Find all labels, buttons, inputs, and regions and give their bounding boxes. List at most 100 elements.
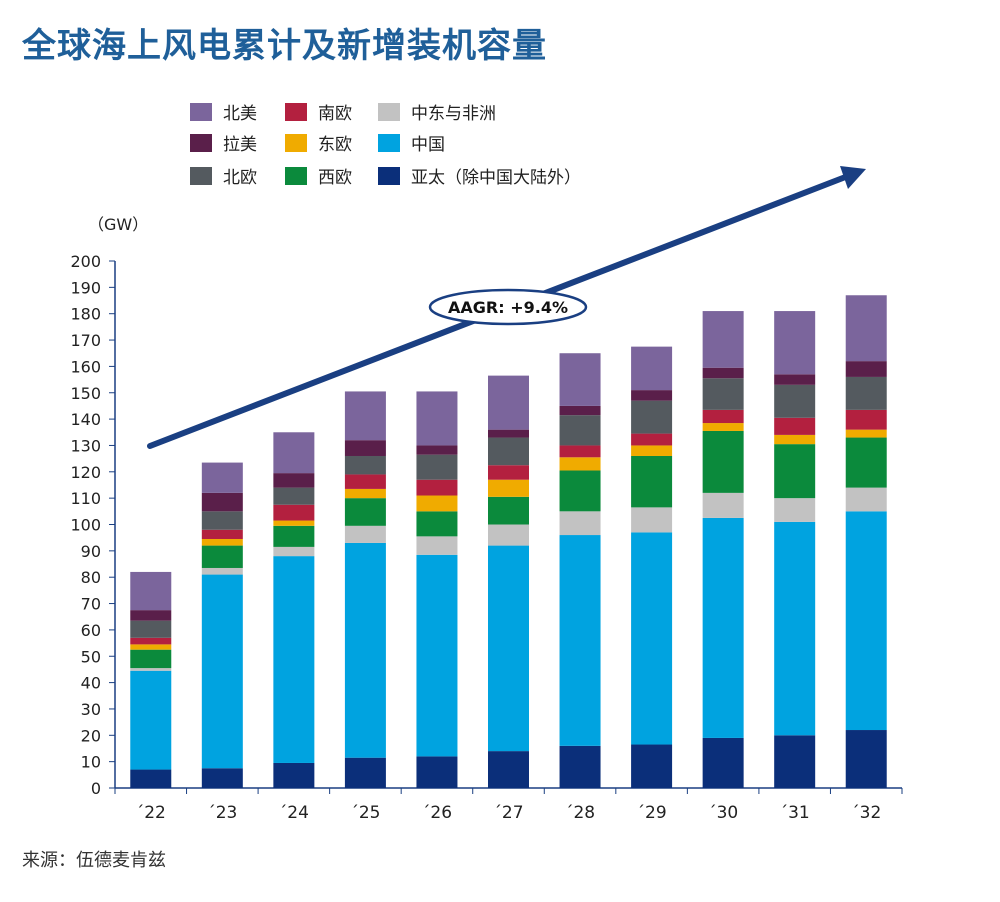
bar-segment	[559, 511, 601, 536]
bar-segment	[344, 391, 386, 441]
bar-segment	[130, 644, 172, 650]
y-tick-label: 10	[81, 753, 101, 772]
y-tick-label: 170	[70, 331, 101, 350]
bar-segment	[774, 434, 816, 445]
bar-segment	[559, 405, 601, 416]
bar-segment	[702, 311, 744, 368]
legend-swatch	[378, 167, 400, 185]
bar-segment	[273, 762, 315, 788]
y-tick-label: 150	[70, 384, 101, 403]
bar-segment	[273, 556, 315, 763]
bar-segment	[416, 454, 458, 480]
bar-segment	[273, 520, 315, 526]
bar-segment	[344, 488, 386, 499]
bar-segment	[845, 730, 887, 788]
y-tick-label: 60	[81, 621, 101, 640]
bar-segment	[702, 737, 744, 788]
bar-segment	[702, 423, 744, 431]
bar-segment	[845, 429, 887, 438]
y-tick-label: 130	[70, 436, 101, 455]
y-tick-label: 140	[70, 410, 101, 429]
bar-segment	[774, 374, 816, 385]
x-tick-label: ´30	[708, 803, 738, 823]
bar-segment	[702, 430, 744, 493]
y-tick-label: 110	[70, 489, 101, 508]
bar-segment	[416, 536, 458, 555]
legend-swatch	[190, 134, 212, 152]
y-tick-label: 160	[70, 357, 101, 376]
bar-segment	[130, 571, 172, 611]
bar-segment	[201, 567, 243, 575]
bar-segment	[416, 445, 458, 455]
bar-segment	[631, 390, 673, 401]
bar-segment	[201, 462, 243, 493]
bar-segment	[201, 492, 243, 512]
legend-swatch	[190, 103, 212, 121]
bar-segment	[201, 545, 243, 568]
y-tick-label: 190	[70, 278, 101, 297]
bar-segment	[488, 479, 529, 497]
bar-segment	[344, 498, 386, 526]
x-tick-label: ´23	[207, 803, 237, 823]
legend-swatch	[285, 167, 307, 185]
bar-segment	[774, 735, 816, 788]
x-tick-label: ´28	[565, 803, 595, 823]
bar-segment	[702, 492, 744, 518]
bar-segment	[631, 744, 673, 788]
bar-segment	[845, 511, 887, 731]
legend-label: 中国	[411, 135, 445, 155]
y-tick-label: 90	[81, 542, 101, 561]
bar-segment	[416, 554, 458, 757]
bar-segment	[488, 524, 529, 546]
y-tick-label: 50	[81, 647, 101, 666]
bar-segment	[631, 346, 673, 391]
bar-segment	[559, 457, 601, 471]
y-tick-label: 80	[81, 568, 101, 587]
bar-segment	[774, 498, 816, 522]
bar-segment	[631, 433, 673, 446]
legend-swatch	[285, 134, 307, 152]
x-tick-label: ´25	[350, 803, 380, 823]
legend-swatch	[378, 103, 400, 121]
bar-segment	[201, 529, 243, 539]
bar-segment	[774, 384, 816, 418]
bar-segment	[273, 473, 315, 488]
bar-segment	[559, 415, 601, 446]
bar-segment	[201, 511, 243, 530]
x-tick-label: ´26	[422, 803, 452, 823]
bar-segment	[559, 353, 601, 406]
legend-swatch	[378, 134, 400, 152]
bar-segment	[702, 517, 744, 738]
y-tick-label: 180	[70, 305, 101, 324]
y-tick-label: 40	[81, 674, 101, 693]
y-tick-label: 70	[81, 595, 101, 614]
bar-segment	[488, 751, 529, 788]
x-tick-label: ´24	[279, 803, 309, 823]
legend-label: 东欧	[318, 135, 352, 155]
bar-segment	[416, 391, 458, 446]
bar-segment	[774, 444, 816, 499]
bar-segment	[845, 361, 887, 377]
y-tick-label: 30	[81, 700, 101, 719]
legend-label: 西欧	[318, 168, 352, 188]
bar-segment	[559, 535, 601, 746]
bar-segment	[631, 532, 673, 745]
bar-segment	[774, 311, 816, 375]
legend-swatch	[190, 167, 212, 185]
bar-segment	[774, 417, 816, 435]
bar-segment	[273, 546, 315, 557]
source-note: 来源：伍德麦肯兹	[22, 846, 166, 872]
bar-segment	[273, 432, 315, 474]
bar-segment	[201, 538, 243, 546]
bar-segment	[201, 574, 243, 769]
bar-segment	[344, 455, 386, 475]
aagr-label: AAGR: +9.4%	[448, 298, 568, 317]
legend-label: 亚太（除中国大陆外）	[411, 168, 581, 188]
y-tick-label: 200	[70, 252, 101, 271]
legend-swatch	[285, 103, 307, 121]
bar-segment	[344, 542, 386, 758]
bar-segment	[559, 745, 601, 788]
x-tick-label: ´31	[780, 803, 810, 823]
bar-segment	[631, 507, 673, 533]
